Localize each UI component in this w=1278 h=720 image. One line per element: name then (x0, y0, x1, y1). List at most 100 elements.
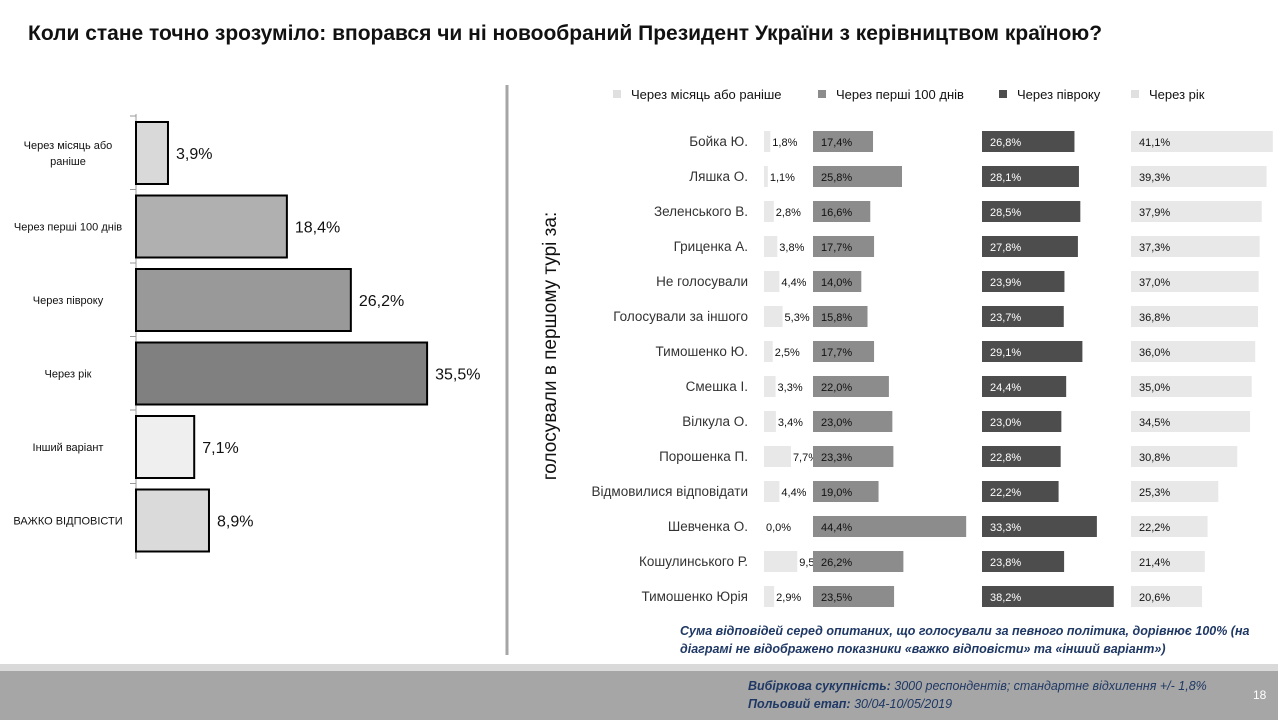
series-bar (813, 201, 871, 222)
left-category-label: Через місяць або (24, 140, 113, 152)
series-bar (764, 376, 776, 397)
y-axis-title: голосували в першому турі за: (540, 212, 561, 480)
data-label: 36,0% (1139, 347, 1170, 359)
series-bar (1131, 341, 1256, 362)
series-bar (764, 166, 768, 187)
data-label: 34,5% (1139, 417, 1170, 429)
overall-bar-chart: 3,9% Через місяць або раніше 18,4% Через пер… (13, 114, 480, 559)
sample-label: Вибіркова сукупність: (748, 679, 891, 693)
data-label: 23,7% (990, 312, 1021, 324)
series-bar (813, 551, 904, 572)
data-label: 4,4% (781, 487, 806, 499)
category-label: Тимошенко Юрія (641, 589, 748, 604)
data-label: 23,8% (990, 557, 1021, 569)
data-label: 37,0% (1139, 277, 1170, 289)
series-bar (764, 446, 791, 467)
left-bar-value: 35,5% (435, 367, 480, 384)
data-label: 3,3% (778, 382, 803, 394)
data-label: 37,3% (1139, 242, 1170, 254)
left-bar (135, 415, 196, 479)
data-label: 17,7% (821, 347, 852, 359)
data-label: 33,3% (990, 522, 1021, 534)
series-bar (813, 271, 862, 292)
category-label: Ляшка О. (689, 169, 748, 184)
series-bar (813, 446, 894, 467)
series-bar (1131, 236, 1260, 257)
legend-label: Через місяць або раніше (631, 87, 782, 102)
sample-value: 3000 респондентів; стандартне відхилення… (894, 679, 1207, 693)
data-label: 4,4% (781, 277, 806, 289)
series-bar (813, 481, 879, 502)
page-number: 18 (1253, 688, 1267, 702)
left-category-label: раніше (50, 156, 86, 168)
data-label: 0,0% (766, 522, 791, 534)
category-label: Вілкула О. (682, 414, 748, 429)
series-bar (1131, 306, 1258, 327)
data-label: 3,4% (778, 417, 803, 429)
field-value: 30/04-10/05/2019 (854, 697, 953, 711)
series-bar (764, 131, 771, 152)
data-label: 44,4% (821, 522, 852, 534)
data-label: 23,0% (990, 417, 1021, 429)
series-bar (982, 131, 1075, 152)
left-bar (135, 121, 169, 185)
series-bar (1131, 376, 1252, 397)
series-bar (982, 446, 1061, 467)
left-bar-value: 7,1% (202, 440, 238, 457)
data-label: 5,3% (785, 312, 810, 324)
data-label: 26,8% (990, 137, 1021, 149)
series-bar (1131, 551, 1205, 572)
series-bar (813, 131, 874, 152)
series-bar (1131, 411, 1251, 432)
data-label: 19,0% (821, 487, 852, 499)
data-label: 25,8% (821, 172, 852, 184)
data-label: 22,0% (821, 382, 852, 394)
series-bar (813, 166, 903, 187)
data-label: 21,4% (1139, 557, 1170, 569)
series-bar (982, 516, 1097, 537)
category-label: Тимошенко Ю. (656, 344, 748, 359)
data-label: 2,9% (776, 592, 801, 604)
data-label: 25,3% (1139, 487, 1170, 499)
page-title: Коли стане точно зрозуміло: впорався чи … (28, 22, 1103, 45)
data-label: 2,5% (775, 347, 800, 359)
data-label: 1,8% (772, 137, 797, 149)
left-bar-value: 18,4% (295, 220, 340, 237)
left-bar (135, 341, 429, 406)
series-bar (764, 411, 776, 432)
series-bar (1131, 131, 1273, 152)
footnote: Сума відповідей серед опитаних, що голос… (680, 624, 1250, 656)
category-label: Голосували за іншого (613, 309, 748, 324)
field-label: Польовий етап: (748, 697, 851, 711)
left-category-label: ВАЖКО ВІДПОВІСТИ (13, 516, 122, 528)
series-bar (813, 411, 893, 432)
series-bar (982, 551, 1065, 572)
legend-swatch (1131, 90, 1139, 98)
data-label: 37,9% (1139, 207, 1170, 219)
sample-info: Вибіркова сукупність: 3000 респондентів;… (748, 679, 1207, 693)
category-label: Зеленського В. (654, 204, 748, 219)
series-bar (764, 236, 778, 257)
series-bar (982, 341, 1083, 362)
category-label: Шевченка О. (668, 519, 748, 534)
series-bar (813, 306, 868, 327)
data-label: 41,1% (1139, 137, 1170, 149)
series-bar (1131, 516, 1208, 537)
data-label: 28,5% (990, 207, 1021, 219)
series-bar (982, 236, 1078, 257)
series-bar (813, 376, 889, 397)
series-bar (982, 586, 1114, 607)
data-label: 23,0% (821, 417, 852, 429)
data-label: 3,8% (779, 242, 804, 254)
series-bar (764, 341, 773, 362)
category-label: Гриценка А. (674, 239, 748, 254)
data-label: 29,1% (990, 347, 1021, 359)
footer-strip (0, 664, 1278, 671)
left-bar-value: 26,2% (359, 293, 404, 310)
series-bar (764, 271, 780, 292)
data-label: 16,6% (821, 207, 852, 219)
left-bar (135, 194, 288, 259)
data-label: 22,8% (990, 452, 1021, 464)
left-bar-value: 3,9% (176, 146, 212, 163)
